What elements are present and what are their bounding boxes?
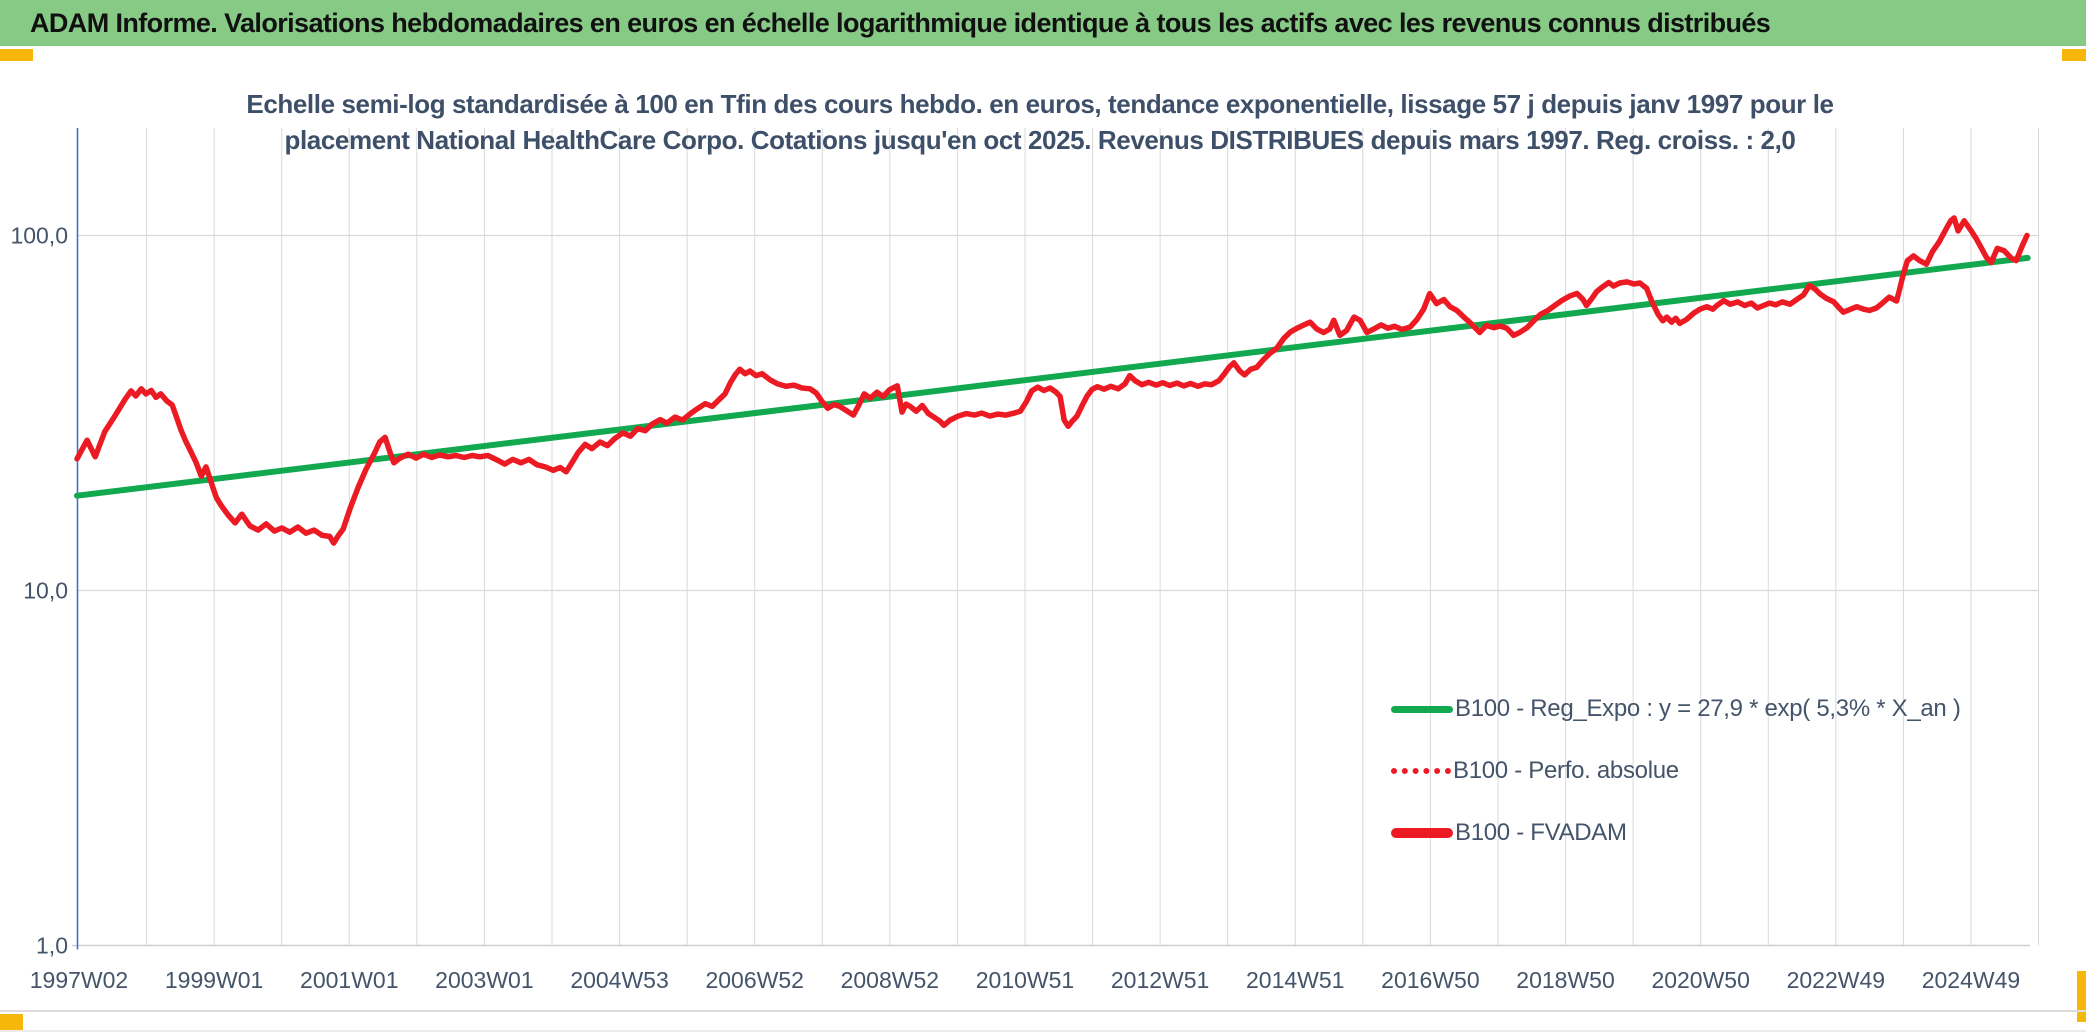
y-axis-tick-label: 10,0: [23, 577, 68, 603]
y-axis-tick-label: 100,0: [10, 222, 68, 248]
accent-bottom-left: [0, 1014, 23, 1031]
x-axis-tick-label: 2014W51: [1246, 967, 1345, 993]
chart-title-line1: Echelle semi-log standardisée à 100 en T…: [246, 89, 1834, 119]
x-axis-tick-label: 2001W01: [300, 967, 399, 993]
dotted-red-line-swatch-icon: [1391, 768, 1451, 774]
x-axis-tick-label: 2024W49: [1921, 967, 2021, 993]
x-axis-tick-label: 2012W51: [1110, 967, 1210, 993]
legend-item-perfo-absolue: B100 - Perfo. absolue: [1391, 750, 1961, 792]
red-line-swatch-icon: [1391, 828, 1453, 838]
legend-label: B100 - Perfo. absolue: [1453, 757, 1679, 784]
x-axis-tick-label: 2016W50: [1381, 967, 1480, 993]
chart-title-line2: placement National HealthCare Corpo. Cot…: [284, 125, 1796, 155]
bottom-edge-line: [0, 1030, 2086, 1032]
series-fvadam: [74, 215, 2030, 546]
accent-top-right: [2062, 49, 2086, 61]
x-axis-tick-label: 2022W49: [1786, 967, 1886, 993]
x-axis-tick-label: 2018W50: [1516, 967, 1615, 993]
green-line-swatch-icon: [1391, 705, 1453, 713]
x-axis-tick-label: 2004W53: [570, 967, 669, 993]
x-axis-tick-label: 2020W50: [1651, 967, 1750, 993]
legend: B100 - Reg_Expo : y = 27,9 * exp( 5,3% *…: [1391, 688, 1961, 874]
top-banner: ADAM Informe. Valorisations hebdomadaire…: [0, 0, 2086, 46]
y-axis-tick-label: 1,0: [36, 932, 68, 958]
x-axis-tick-label: 2003W01: [435, 967, 534, 993]
accent-top-left: [0, 49, 33, 61]
legend-label: B100 - FVADAM: [1455, 819, 1627, 846]
x-axis-tick-label: 2006W52: [705, 967, 804, 993]
legend-item-fvadam: B100 - FVADAM: [1391, 812, 1961, 854]
legend-item-reg-expo: B100 - Reg_Expo : y = 27,9 * exp( 5,3% *…: [1391, 688, 1961, 730]
x-axis-tick-label: 1999W01: [164, 967, 264, 993]
x-axis-tick-label: 1997W02: [29, 967, 129, 993]
x-axis-tick-label: 2008W52: [840, 967, 940, 993]
bottom-divider: [0, 1010, 2086, 1012]
accent-bottom-right: [2077, 971, 2086, 1022]
x-axis-tick-label: 2010W51: [975, 967, 1075, 993]
banner-title: ADAM Informe. Valorisations hebdomadaire…: [30, 7, 1771, 38]
chart-title: Echelle semi-log standardisée à 100 en T…: [173, 86, 1907, 158]
legend-label: B100 - Reg_Expo : y = 27,9 * exp( 5,3% *…: [1455, 695, 1961, 722]
